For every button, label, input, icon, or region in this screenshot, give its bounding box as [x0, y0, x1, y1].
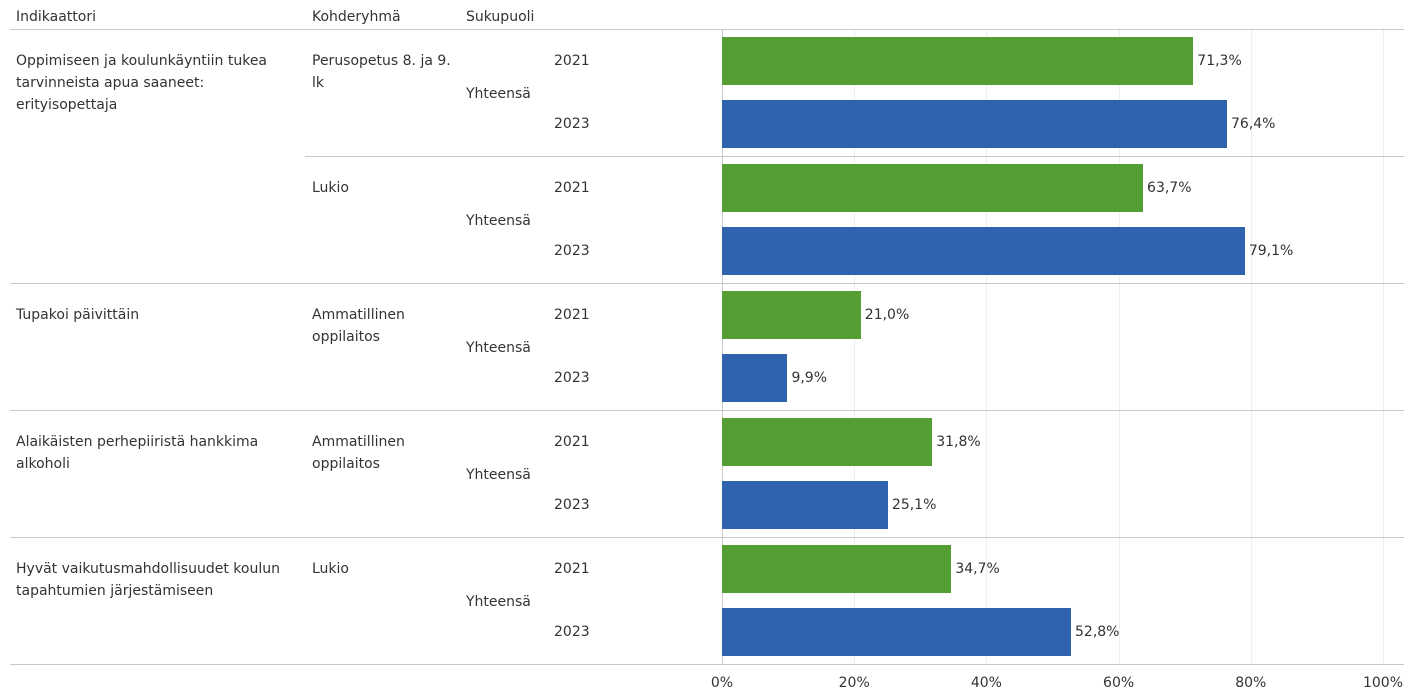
- target-label: Ammatillinen oppilaitos: [312, 307, 405, 345]
- bar: [722, 100, 1227, 148]
- value-label: 63,7%: [1147, 180, 1192, 196]
- year-label: 2021: [554, 307, 590, 323]
- year-label: 2021: [554, 53, 590, 69]
- indicator-label: Hyvät vaikutusmahdollisuudet koulun tapa…: [16, 561, 280, 599]
- gender-label: Yhteensä: [466, 594, 531, 610]
- row-separator: [10, 283, 1404, 284]
- value-label: 52,8%: [1075, 624, 1120, 640]
- value-label: 21,0%: [864, 307, 910, 323]
- bar: [722, 37, 1194, 85]
- year-label: 2023: [554, 370, 590, 386]
- value-label: 34,7%: [955, 561, 1000, 577]
- gender-label: Yhteensä: [466, 467, 531, 483]
- bar: [722, 354, 788, 402]
- indicator-label: Tupakoi päivittäin: [16, 307, 140, 323]
- indicator-label: Oppimiseen ja koulunkäyntiin tukea tarvi…: [16, 53, 268, 113]
- year-label: 2021: [554, 561, 590, 577]
- grid-line: [986, 29, 988, 664]
- column-header: Sukupuoli: [466, 9, 535, 25]
- value-label: 31,8%: [936, 434, 981, 450]
- gender-label: Yhteensä: [466, 340, 531, 356]
- column-header: Indikaattori: [16, 9, 96, 25]
- year-label: 2023: [554, 497, 590, 513]
- target-label: Ammatillinen oppilaitos: [312, 434, 405, 472]
- value-label: 79,1%: [1248, 243, 1294, 259]
- value-label: 9,9%: [791, 370, 828, 386]
- grid-line: [1118, 29, 1120, 664]
- year-label: 2021: [554, 434, 590, 450]
- bar: [722, 608, 1071, 656]
- bar: [722, 418, 933, 466]
- x-tick-label: 0%: [710, 675, 734, 691]
- bar: [722, 545, 952, 593]
- row-separator: [10, 410, 1404, 411]
- grid-line: [1250, 29, 1252, 664]
- row-separator: [10, 29, 1404, 30]
- bar: [722, 164, 1144, 212]
- bar: [722, 481, 888, 529]
- year-label: 2023: [554, 624, 590, 640]
- bar: [722, 291, 861, 339]
- bar: [722, 227, 1245, 275]
- grid-line: [1383, 29, 1384, 664]
- grid-line: [722, 29, 723, 664]
- year-label: 2023: [554, 243, 590, 259]
- gender-label: Yhteensä: [466, 213, 531, 229]
- value-label: 71,3%: [1197, 53, 1242, 69]
- column-header: Kohderyhmä: [312, 9, 401, 25]
- x-tick-label: 60%: [1103, 675, 1135, 691]
- x-tick-label: 20%: [838, 675, 870, 691]
- indicator-label: Alaikäisten perhepiiristä hankkima alkoh…: [16, 434, 259, 472]
- value-label: 25,1%: [891, 497, 937, 513]
- x-tick-label: 100%: [1362, 675, 1404, 691]
- grid-line: [854, 29, 856, 664]
- x-tick-label: 80%: [1235, 675, 1267, 691]
- target-label: Perusopetus 8. ja 9. lk: [312, 53, 451, 91]
- x-tick-label: 40%: [970, 675, 1002, 691]
- row-separator: [305, 156, 1404, 157]
- year-label: 2021: [554, 180, 590, 196]
- gender-label: Yhteensä: [466, 86, 531, 102]
- target-label: Lukio: [312, 561, 349, 577]
- row-separator: [10, 537, 1404, 538]
- target-label: Lukio: [312, 180, 349, 196]
- row-separator: [10, 664, 1404, 665]
- year-label: 2023: [554, 116, 590, 132]
- value-label: 76,4%: [1231, 116, 1276, 132]
